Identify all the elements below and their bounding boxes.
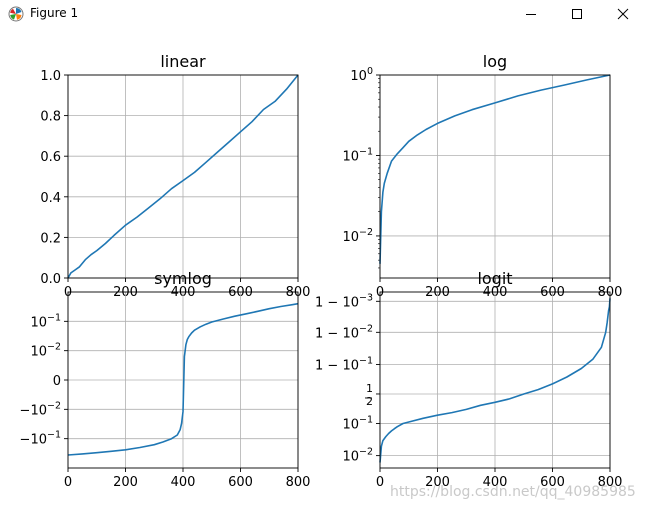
close-button[interactable] <box>600 0 646 28</box>
series-line <box>379 74 611 264</box>
series-line <box>67 74 299 279</box>
x-tick-label: 0 <box>64 475 72 490</box>
y-tick-label: 100 <box>350 66 373 84</box>
y-tick-label: 1.0 <box>40 69 61 84</box>
y-tick-label: 0 <box>53 374 61 389</box>
x-tick-label: 200 <box>425 475 450 490</box>
chart-title: symlog <box>154 269 212 288</box>
y-tick-label: 10−2 <box>30 342 61 360</box>
y-tick-label: 10−2 <box>342 227 373 245</box>
chart-title: logit <box>477 269 512 288</box>
x-tick-label: 800 <box>286 475 311 490</box>
x-tick-label: 400 <box>171 475 196 490</box>
y-tick-label: 1 − 10−3 <box>315 292 373 310</box>
y-tick-label: −10−1 <box>20 430 61 448</box>
y-tick-label: 0.2 <box>40 231 61 246</box>
series-line <box>379 298 611 463</box>
chart-title: linear <box>160 52 206 71</box>
y-tick-label: 0.6 <box>40 150 61 165</box>
x-tick-label: 200 <box>113 475 138 490</box>
x-tick-label: 800 <box>598 475 623 490</box>
y-tick-label: 10−1 <box>342 414 373 432</box>
y-tick-label: 10−1 <box>342 146 373 164</box>
window-title: Figure 1 <box>30 6 79 20</box>
x-tick-label: 400 <box>483 475 508 490</box>
minimize-icon <box>526 14 536 15</box>
y-tick-label: 0.0 <box>40 272 61 287</box>
minimize-button[interactable] <box>508 0 554 28</box>
y-tick-label: 0.4 <box>40 191 61 206</box>
y-tick-label: 10−1 <box>30 312 61 330</box>
chart-logit: 0 200 400 600 800 1 − 10−3 1 − 10−2 1 − 10−1 1 2 1… <box>315 269 622 490</box>
chart-title: log <box>483 52 507 71</box>
figure-canvas: 0 200 400 600 800 0.0 0.2 0.4 0.6 0.8 1.0 linear 0 20… <box>20 52 623 490</box>
maximize-button[interactable] <box>554 0 600 28</box>
chart-symlog: 0 200 400 600 800 10−1 10−2 0 −10−2 −10−1 symlog <box>20 269 311 490</box>
y-tick-label: −10−2 <box>20 400 61 418</box>
x-tick-label: 600 <box>228 475 253 490</box>
title-bar: Figure 1 <box>0 0 646 28</box>
y-tick-label: 10−2 <box>342 447 373 465</box>
x-tick-label: 600 <box>540 475 565 490</box>
close-icon <box>617 8 629 20</box>
x-tick-label: 0 <box>376 475 384 490</box>
watermark-text: https://blog.csdn.net/qq_40985985 <box>390 484 636 500</box>
y-tick-label: 1 − 10−2 <box>315 323 373 341</box>
y-tick-label: 1 − 10−1 <box>315 355 373 373</box>
maximize-icon <box>572 9 582 19</box>
matplotlib-app-icon <box>8 6 24 22</box>
y-tick-label: 0.8 <box>40 110 61 125</box>
series-line <box>67 302 299 456</box>
